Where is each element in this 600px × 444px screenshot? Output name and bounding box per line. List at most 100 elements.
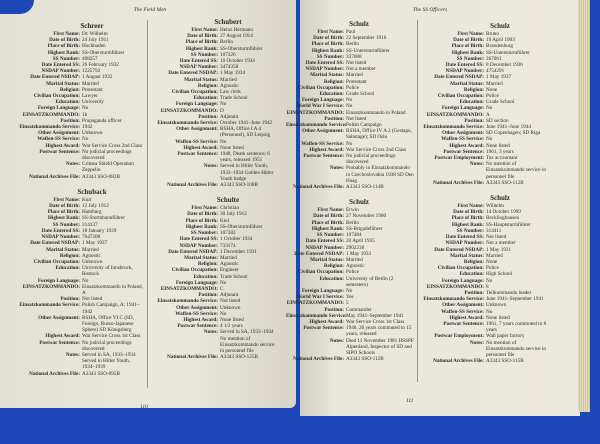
field-row: Date of Birth: 14 October 1909 bbox=[420, 209, 556, 215]
field-label: World War I Service: bbox=[296, 103, 345, 110]
right-page bbox=[300, 0, 580, 416]
field-row: Marital Status: Married bbox=[152, 255, 278, 261]
field-row: Highest Rank: SS-Obersturmführer bbox=[152, 224, 278, 230]
field-value: No bbox=[220, 138, 227, 145]
field-row: Religion: Agnostic bbox=[286, 263, 414, 269]
field-value: Married bbox=[82, 80, 99, 87]
field-value: October 1941–June 1942 bbox=[220, 120, 273, 127]
field-label: First Name: bbox=[191, 205, 218, 212]
field-row: First Name: Heinz Hermann bbox=[152, 27, 278, 33]
field-value: Not listed bbox=[346, 60, 367, 67]
field-value: Commander bbox=[346, 306, 372, 313]
field-value: Berlin bbox=[220, 39, 233, 46]
field-row: Education: Grade School bbox=[420, 99, 556, 105]
field-label: Education: bbox=[319, 275, 344, 282]
field-value: Married bbox=[486, 80, 503, 87]
field-label: Date of Birth: bbox=[453, 209, 484, 216]
field-value: 1 December 1931 bbox=[220, 248, 257, 255]
field-row: Einsatzkommando Service: June 1941–June 1… bbox=[420, 124, 556, 130]
field-value: Unknown bbox=[82, 258, 103, 265]
field-row: Highest Rank: SS-Sturmbannführer bbox=[8, 215, 144, 221]
field-label: Position: bbox=[198, 292, 218, 299]
field-label: NSDAP Number: bbox=[305, 66, 344, 73]
field-label: Date Entered NSDAP: bbox=[434, 74, 484, 81]
field-value: 314411 bbox=[486, 227, 502, 234]
field-label: Einsatzkommando Service: bbox=[286, 122, 347, 129]
field-label: NSDAP Number: bbox=[41, 68, 80, 75]
field-label: NSDAP Number: bbox=[179, 242, 218, 249]
field-label: Religion: bbox=[59, 86, 80, 93]
field-value: Christian bbox=[220, 205, 240, 212]
field-row: Date Entered SS: Not listed bbox=[286, 60, 414, 66]
field-label: NSDAP Number: bbox=[305, 244, 344, 251]
field-row: SS Number: 314137 bbox=[8, 222, 144, 228]
field-row: Notes: Died 11 November 1981 HSSPF Alpenl… bbox=[286, 338, 414, 357]
field-row: Civilian Occupation: Police bbox=[286, 269, 414, 275]
entry-surname: Schuback bbox=[77, 187, 107, 196]
field-label: Education: bbox=[459, 271, 484, 278]
field-label: National Archives File: bbox=[433, 179, 484, 186]
field-label: Waffen-SS Service: bbox=[175, 138, 218, 145]
field-value: 408257 bbox=[82, 55, 98, 62]
field-row: Education: University of Berlin (2 semest… bbox=[286, 276, 414, 288]
field-row: Postwar Sentence: No judicial proceedings… bbox=[8, 149, 144, 161]
field-label: Education: bbox=[459, 99, 484, 106]
field-value: 18 January 1939 bbox=[82, 227, 117, 234]
field-value: Police bbox=[346, 84, 359, 91]
field-value: War Service Cross 2nd Class bbox=[346, 146, 407, 153]
field-value: 30 July 1912 bbox=[220, 211, 247, 218]
field-label: Highest Award: bbox=[449, 314, 484, 321]
field-row: Waffen-SS Service: No bbox=[8, 136, 144, 142]
field-value: 19 April 1903 bbox=[486, 37, 515, 44]
field-label: Einsatzkommando Service: bbox=[286, 312, 347, 319]
field-value: War Service Cross 1st Class bbox=[82, 333, 141, 340]
field-label: Highest Rank: bbox=[185, 45, 218, 52]
field-label: Einsatzkommando Service: bbox=[423, 124, 484, 131]
field-label: Date Entered NSDAP: bbox=[30, 74, 80, 81]
field-value: 24 July 1911 bbox=[82, 37, 109, 44]
field-value: Married bbox=[346, 72, 363, 79]
field-label: EINSATZKOMMANDO: bbox=[22, 283, 80, 290]
field-value: Propaganda officer bbox=[82, 117, 122, 124]
field-label: Einsatzkommando Service: bbox=[157, 120, 218, 127]
field-row: Place of Birth: Berlin bbox=[152, 39, 278, 45]
field-value: 14 October 1909 bbox=[486, 209, 521, 216]
field-row: Postwar Sentence: 1948, Death sentence; 6… bbox=[152, 151, 278, 163]
field-label: Education: bbox=[55, 99, 80, 106]
field-row: Religion: None bbox=[420, 259, 556, 265]
entry-surname: Schulte bbox=[216, 196, 240, 205]
field-value: 107326 bbox=[220, 51, 236, 58]
field-row: Foreign Language: No bbox=[8, 105, 144, 111]
field-row: SS Number: 107382 bbox=[152, 230, 278, 236]
field-label: SS Number: bbox=[456, 227, 484, 234]
field-value: None bbox=[486, 86, 498, 93]
field-value: A bbox=[486, 111, 490, 118]
field-label: Postwar Sentence: bbox=[177, 323, 218, 330]
field-label: NSDAP Number: bbox=[179, 64, 218, 71]
field-label: SS Number: bbox=[52, 55, 80, 62]
field-value: No bbox=[486, 308, 493, 315]
field-row: Highest Rank: SS-Untersturmführer bbox=[420, 50, 556, 56]
field-value: Adjutant bbox=[220, 113, 239, 120]
field-value: Not listed bbox=[220, 298, 241, 305]
field-label: Date Entered SS: bbox=[445, 62, 484, 69]
field-value: 1948, Death sentence; 6 years, released … bbox=[220, 151, 270, 164]
field-label: Date of Birth: bbox=[49, 203, 80, 210]
field-row: Date of Birth: 12 July 1912 bbox=[8, 203, 144, 209]
field-value: Kiel bbox=[220, 217, 229, 224]
field-label: Place of Birth: bbox=[185, 39, 218, 46]
entry-surname: Schulz bbox=[349, 20, 369, 28]
field-row: Date Entered NSDAP: 1 May 1937 bbox=[8, 240, 144, 246]
officer-entry: Schulz First Name: Wilhelm Date of Birth: 14… bbox=[420, 194, 556, 364]
field-value: Engineer bbox=[220, 267, 239, 274]
field-label: Postwar Sentence: bbox=[303, 153, 344, 160]
field-label: Notes: bbox=[469, 161, 484, 168]
field-row: SS Number: 408257 bbox=[8, 56, 144, 62]
field-row: Education: University bbox=[8, 99, 144, 105]
field-label: Position: bbox=[60, 117, 80, 124]
field-row: Position: Adjutant bbox=[152, 292, 278, 298]
field-label: Date of Birth: bbox=[187, 33, 218, 40]
field-row: Notes: Served in SA, 1933–1934 Served in … bbox=[8, 352, 144, 371]
field-row: EINSATZKOMMANDO: D bbox=[152, 108, 278, 114]
field-row: National Archives File: A3343 SSO-112B bbox=[286, 356, 414, 362]
